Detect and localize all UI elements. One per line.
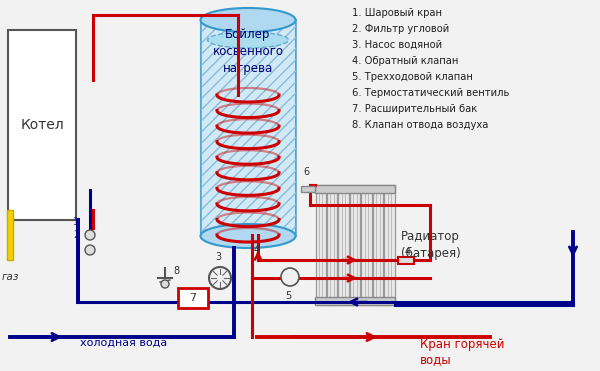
Bar <box>316 185 326 305</box>
Bar <box>301 186 315 192</box>
Ellipse shape <box>200 224 296 248</box>
Text: 4: 4 <box>254 245 260 255</box>
Circle shape <box>281 268 299 286</box>
Bar <box>338 185 349 305</box>
Ellipse shape <box>200 8 296 32</box>
Bar <box>384 185 395 305</box>
Bar <box>201 20 296 236</box>
Text: 7. Расширительный бак: 7. Расширительный бак <box>352 104 477 114</box>
Text: 4: 4 <box>405 247 411 257</box>
Bar <box>350 185 360 305</box>
Circle shape <box>209 267 231 289</box>
Bar <box>327 185 337 305</box>
Text: Бойлер
косвенного
нагрева: Бойлер косвенного нагрева <box>212 28 284 75</box>
Text: газ: газ <box>1 272 19 282</box>
Text: Радиатор
(батарея): Радиатор (батарея) <box>401 230 461 260</box>
Ellipse shape <box>208 32 289 48</box>
Text: 6. Термостатический вентиль: 6. Термостатический вентиль <box>352 88 509 98</box>
Text: 8. Клапан отвода воздуха: 8. Клапан отвода воздуха <box>352 120 488 130</box>
Text: 7: 7 <box>190 293 197 303</box>
Bar <box>373 185 383 305</box>
Bar <box>398 257 414 264</box>
Text: холодная вода: холодная вода <box>80 338 167 348</box>
Bar <box>201 20 296 236</box>
Bar <box>361 185 371 305</box>
Text: 4. Обратный клапан: 4. Обратный клапан <box>352 56 458 66</box>
Circle shape <box>85 245 95 255</box>
Text: 2. Фильтр угловой: 2. Фильтр угловой <box>352 24 449 34</box>
Text: 8: 8 <box>173 266 179 276</box>
Bar <box>8 30 76 220</box>
Text: 1: 1 <box>73 217 79 227</box>
Bar <box>315 185 395 193</box>
Text: 3. Насос водяной: 3. Насос водяной <box>352 40 442 50</box>
Text: Кран горячей
воды: Кран горячей воды <box>420 338 505 366</box>
Text: Котел: Котел <box>20 118 64 132</box>
Text: 5: 5 <box>285 291 291 301</box>
Text: 6: 6 <box>304 167 310 177</box>
Bar <box>7 210 13 260</box>
Bar <box>315 297 395 305</box>
Circle shape <box>85 230 95 240</box>
Text: 3: 3 <box>215 252 221 262</box>
Circle shape <box>161 280 169 288</box>
Text: 1. Шаровый кран: 1. Шаровый кран <box>352 8 442 18</box>
Text: 2: 2 <box>73 230 79 240</box>
Bar <box>178 288 208 308</box>
Text: 5. Трехходовой клапан: 5. Трехходовой клапан <box>352 72 473 82</box>
